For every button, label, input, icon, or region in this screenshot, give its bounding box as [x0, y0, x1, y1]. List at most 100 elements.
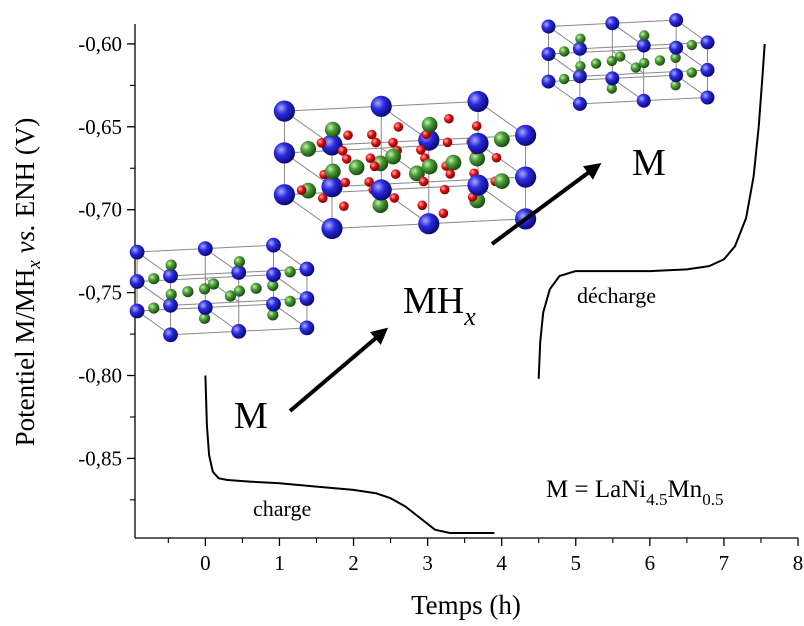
la-atom — [370, 179, 392, 201]
x-tick-label: 5 — [571, 551, 582, 575]
la-atom — [273, 184, 295, 206]
hydrogen-atom — [445, 169, 456, 179]
series-discharge-line — [537, 43, 766, 379]
x-tick-label: 1 — [274, 551, 285, 575]
ni-atom — [148, 302, 160, 314]
la-atom — [669, 13, 684, 28]
ni-atom — [409, 165, 425, 182]
la-atom — [467, 132, 489, 154]
y-tick-label: -0,85 — [78, 446, 122, 470]
la-atom — [605, 71, 620, 86]
hydrogen-atom — [438, 208, 449, 219]
ni-atom — [445, 154, 462, 171]
ni-atom — [385, 148, 401, 165]
ni-atom — [421, 116, 438, 133]
x-tick-label: 8 — [793, 551, 804, 575]
la-atom — [669, 40, 684, 55]
ni-atom — [639, 30, 650, 41]
la-atom — [700, 35, 715, 50]
ni-atom — [686, 67, 697, 78]
ni-atom — [493, 131, 510, 148]
label-formula: M = LaNi4.5Mn0.5 — [546, 476, 723, 509]
la-atom — [605, 16, 620, 31]
la-atom — [163, 297, 178, 313]
la-atom — [197, 241, 213, 256]
ni-atom — [199, 283, 211, 295]
la-atom — [321, 217, 343, 240]
label-charge: charge — [253, 496, 311, 521]
la-atom — [163, 327, 178, 343]
hydrogen-atom — [491, 152, 502, 163]
hydrogen-atom — [367, 129, 377, 140]
la-atom — [515, 166, 537, 188]
la-atom — [572, 41, 587, 56]
x-tick-label: 6 — [645, 551, 656, 575]
ni-atom — [233, 256, 245, 268]
la-atom — [572, 69, 587, 84]
hydrogen-atom — [296, 185, 307, 195]
hydrogen-atom — [339, 201, 349, 211]
arrow-mhx-to-m — [490, 163, 602, 246]
ni-atom — [559, 46, 570, 57]
la-atom — [266, 237, 281, 253]
x-tick-label: 3 — [422, 551, 433, 575]
hydrogen-atom — [393, 122, 404, 132]
ni-atom — [469, 150, 486, 167]
x-tick-label: 0 — [200, 551, 211, 575]
hydrogen-atom — [318, 193, 328, 203]
hydrogen-atom — [389, 193, 400, 203]
la-atom — [700, 90, 715, 105]
hydrogen-atom — [369, 161, 380, 172]
hydrogen-atom — [341, 154, 352, 164]
la-atom — [321, 176, 343, 198]
la-atom — [700, 62, 715, 77]
ni-atom — [182, 286, 194, 298]
hydrogen-atom — [390, 169, 401, 179]
ni-atom — [575, 33, 586, 44]
ni-atom — [148, 273, 160, 285]
axis-ticks — [127, 43, 799, 546]
ni-atom — [348, 159, 365, 176]
y-tick-label: -0,70 — [78, 198, 122, 222]
hydrogen-atom — [439, 184, 450, 195]
ni-atom — [267, 309, 279, 321]
ni-atom — [165, 288, 177, 301]
la-atom — [129, 244, 145, 260]
ni-atom — [670, 80, 681, 91]
la-atom — [299, 320, 315, 336]
ni-atom — [606, 83, 617, 94]
la-atom — [266, 296, 281, 312]
la-atom — [321, 134, 343, 156]
hydrogen-atom — [442, 137, 453, 148]
la-atom — [266, 267, 281, 283]
ni-atom — [493, 173, 510, 190]
hydrogen-atom — [371, 137, 381, 148]
label-m-end: M — [632, 142, 666, 184]
ni-atom — [165, 259, 177, 271]
la-atom — [636, 93, 651, 108]
la-atom — [572, 96, 587, 111]
la-atom — [231, 265, 247, 280]
hydrogen-atom — [471, 121, 482, 131]
ni-atom — [670, 52, 681, 63]
ni-atom — [324, 121, 341, 138]
label-mhx: MHx — [403, 280, 476, 331]
series-charge-line — [204, 375, 495, 534]
la-atom — [129, 303, 145, 319]
hydrogen-atom — [364, 177, 374, 187]
ni-atom — [300, 141, 317, 157]
ni-atom — [208, 278, 220, 290]
series-layer — [204, 43, 766, 534]
tick-labels: 0 1 2 3 4 5 6 7 8 -0,60 -0,65 -0,70 -0,75 -0,80 -0,85 — [78, 32, 803, 575]
la-atom — [636, 38, 651, 53]
ni-atom — [224, 290, 236, 302]
ni-atom — [615, 51, 626, 62]
y-tick-label: -0,60 — [78, 32, 122, 56]
ni-atom — [267, 279, 279, 292]
la-atom — [418, 213, 440, 235]
ni-atom — [372, 197, 389, 214]
la-atom — [541, 47, 556, 62]
la-atom — [541, 19, 556, 34]
hydrogen-atom — [444, 113, 454, 124]
y-tick-label: -0,65 — [78, 115, 122, 139]
